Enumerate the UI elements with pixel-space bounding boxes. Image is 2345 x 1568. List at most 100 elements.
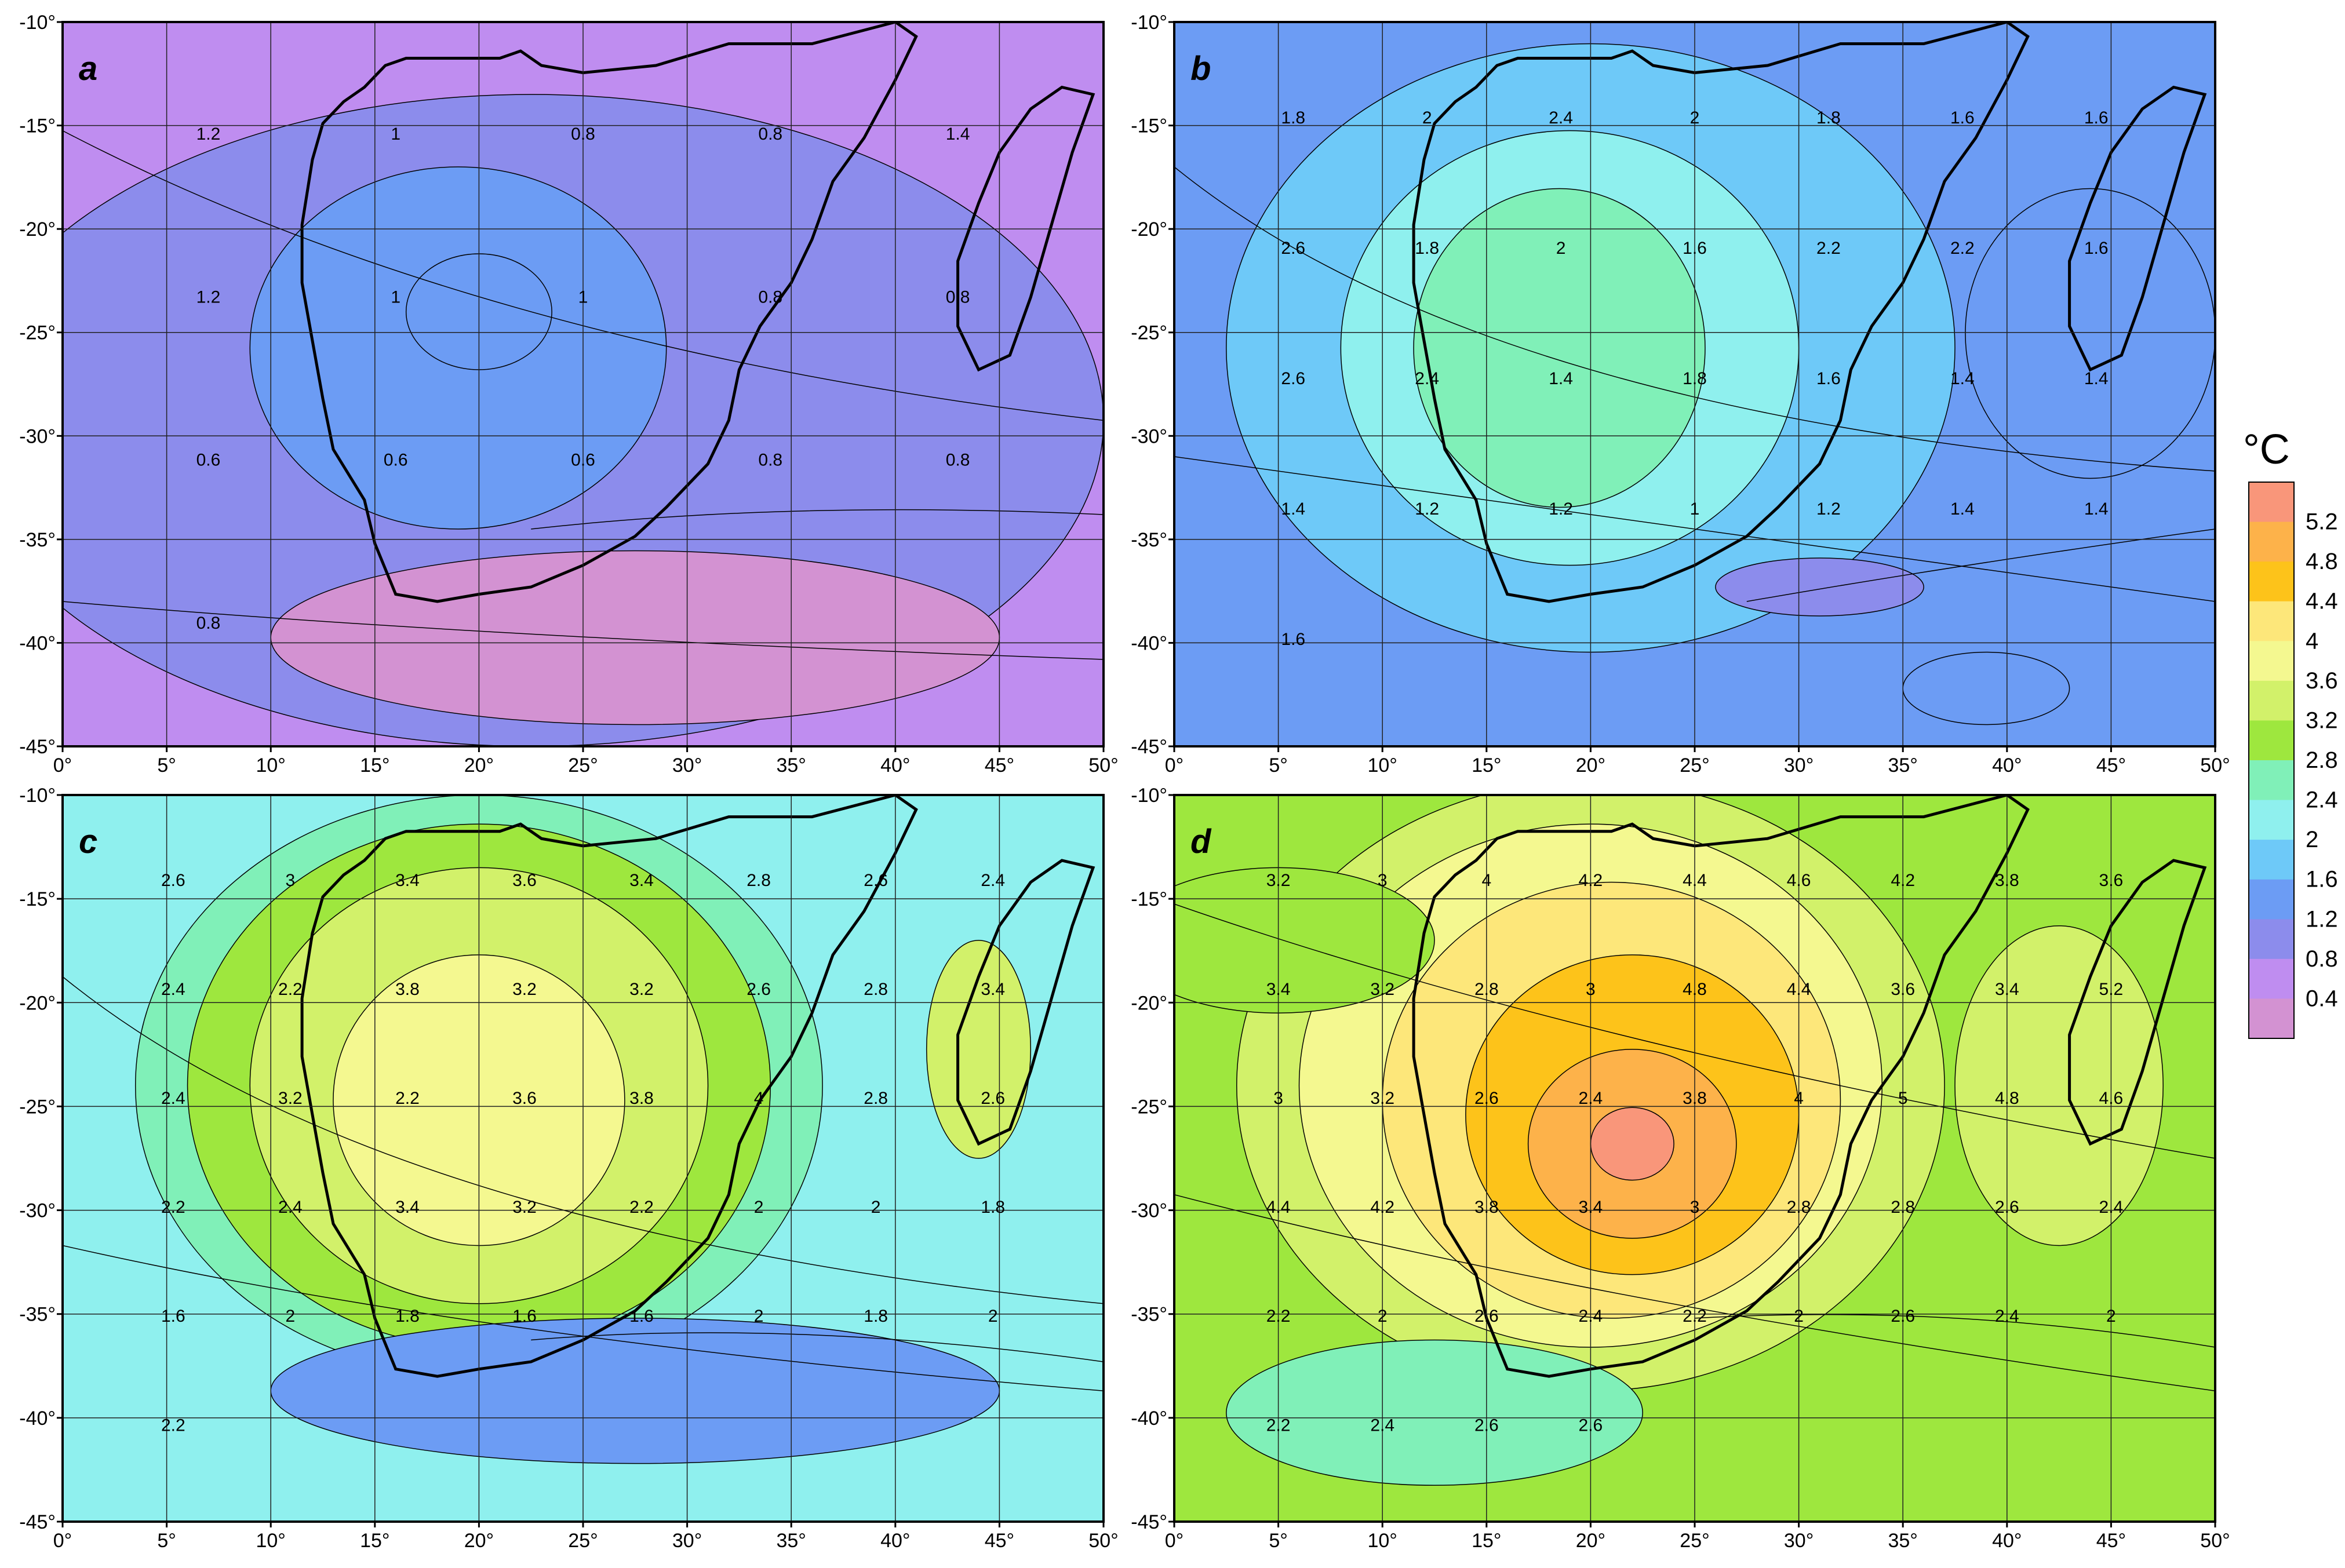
x-tick-label: 35°: [776, 754, 806, 776]
colorbar-tick-label: 4.4: [2306, 589, 2338, 614]
contour-value-label: 3.6: [1891, 980, 1915, 999]
contour-value-label: 3.4: [395, 871, 420, 890]
colorbar-tick-label: 3.6: [2306, 668, 2338, 694]
contour-value-label: 1.4: [1950, 499, 1975, 519]
contour-value-label: 3.2: [1370, 980, 1394, 999]
colorbar-tick-label: 1.6: [2306, 867, 2338, 892]
contour-value-label: 0.8: [196, 614, 221, 633]
colorbar-segment: [2249, 680, 2294, 721]
contour-value-label: 1.6: [2084, 239, 2109, 258]
contour-value-label: 1.8: [1415, 239, 1439, 258]
contour-value-label: 4.4: [1683, 871, 1707, 890]
contour-value-label: 2.2: [1950, 239, 1975, 258]
contour-value-label: 3: [1690, 1198, 1700, 1217]
contour-value-label: 0.8: [571, 125, 595, 144]
contour-value-label: 2.4: [1415, 369, 1439, 388]
contour-value-label: 1.8: [864, 1307, 888, 1326]
contour-value-label: 1.4: [2084, 499, 2109, 519]
x-tick-label: 40°: [880, 754, 910, 776]
y-tick-label: -30°: [1131, 1200, 1167, 1222]
contour-value-label: 3.8: [395, 980, 420, 999]
panel-label: d: [1190, 823, 1212, 860]
x-tick-label: 45°: [2096, 1530, 2126, 1552]
contour-value-label: 1: [578, 287, 588, 307]
contour-value-label: 3.2: [278, 1089, 303, 1108]
y-tick-label: -35°: [19, 1304, 56, 1326]
contour-value-label: 2.6: [1474, 1089, 1499, 1108]
x-tick-label: 50°: [1088, 754, 1118, 776]
x-tick-label: 25°: [1680, 754, 1709, 776]
y-tick-label: -40°: [19, 632, 56, 654]
contour-value-label: 3: [1378, 871, 1388, 890]
panel-label: c: [79, 823, 97, 860]
contour-region: [1715, 557, 1924, 617]
contour-value-label: 3.2: [512, 1198, 537, 1217]
contour-value-label: 1.4: [1281, 499, 1305, 519]
y-tick-label: -20°: [1131, 992, 1167, 1014]
contour-value-label: 1.6: [1816, 369, 1841, 388]
contour-value-label: 1.6: [1683, 239, 1707, 258]
x-tick-label: 30°: [1784, 1530, 1814, 1552]
contour-value-label: 3.2: [1266, 871, 1291, 890]
contour-value-label: 0.8: [758, 287, 782, 307]
contour-value-label: 2.4: [161, 980, 185, 999]
contour-value-label: 3.4: [395, 1198, 420, 1217]
contour-value-label: 1.2: [1816, 499, 1841, 519]
x-tick-label: 0°: [1165, 754, 1184, 776]
x-tick-label: 5°: [157, 1530, 176, 1552]
map-panel-c: 2.6 3 3.4 3.6 3.4 2.8 2.6 2.4 2.4 2.2 3.8 3.2 3.2 2.6…: [19, 785, 1118, 1552]
contour-value-label: 1.8: [981, 1198, 1005, 1217]
contour-value-label: 4.8: [1683, 980, 1707, 999]
contour-value-label: 2.4: [1370, 1416, 1394, 1435]
contour-value-label: 2.4: [278, 1198, 303, 1217]
contour-value-label: 1: [391, 287, 400, 307]
x-tick-label: 45°: [985, 754, 1014, 776]
contour-value-label: 4.6: [1787, 871, 1811, 890]
contour-value-label: 2.6: [1281, 239, 1305, 258]
contour-value-label: 3.2: [1370, 1089, 1394, 1108]
contour-value-label: 4.4: [1266, 1198, 1291, 1217]
contour-region: [1226, 1339, 1643, 1486]
x-tick-label: 20°: [464, 1530, 494, 1552]
contour-value-label: 4.4: [1787, 980, 1811, 999]
contour-value-label: 4.6: [2099, 1089, 2124, 1108]
y-tick-label: -45°: [19, 736, 56, 758]
x-tick-label: 0°: [1165, 1530, 1184, 1552]
contour-value-label: 2.2: [629, 1198, 654, 1217]
x-tick-label: 45°: [2096, 754, 2126, 776]
contour-fill: 2.6 3 3.4 3.6 3.4 2.8 2.6 2.4 2.4 2.2 3.8 3.2 3.2 2.6…: [63, 795, 1104, 1522]
y-tick-label: -25°: [19, 1096, 56, 1118]
contour-value-label: 4.8: [1995, 1089, 2019, 1108]
colorbar-tick-label: 2.4: [2306, 787, 2338, 813]
y-tick-label: -30°: [19, 1200, 56, 1222]
contour-value-label: 1.4: [946, 125, 970, 144]
contour-value-label: 3.6: [2099, 871, 2124, 890]
contour-line: [1174, 903, 2215, 1159]
contour-value-label: 1.2: [196, 287, 221, 307]
y-tick-label: -25°: [1131, 322, 1167, 344]
x-tick-label: 35°: [1888, 754, 1917, 776]
contour-region: [1902, 651, 2070, 725]
contour-value-label: 2.2: [1266, 1416, 1291, 1435]
contour-value-label: 4: [1794, 1089, 1804, 1108]
x-tick-label: 35°: [776, 1530, 806, 1552]
x-tick-label: 45°: [985, 1530, 1014, 1552]
colorbar-segment: [2249, 879, 2294, 920]
contour-value-label: 1.6: [2084, 108, 2109, 127]
x-tick-label: 40°: [880, 1530, 910, 1552]
contour-value-label: 3: [286, 871, 296, 890]
contour-value-label: 1.6: [1281, 630, 1305, 649]
y-tick-label: -35°: [1131, 529, 1167, 551]
x-tick-label: 20°: [464, 754, 494, 776]
contour-fill: 1.2 1 0.8 0.8 1.4 1.2 1 1 0.8 0.8 0.6 0.6 0.6 0.8 0.8 0…: [63, 22, 1104, 746]
contour-value-label: 2: [1556, 239, 1566, 258]
madagascar-coastline: [956, 85, 1095, 372]
contour-value-label: 1.4: [1549, 369, 1573, 388]
contour-value-label: 3: [1273, 1089, 1283, 1108]
y-tick-label: -45°: [1131, 1511, 1167, 1533]
contour-line: [531, 509, 1104, 530]
contour-value-label: 2.2: [1683, 1307, 1707, 1326]
contour-value-label: 1.8: [1683, 369, 1707, 388]
contour-value-label: 2.8: [1787, 1198, 1811, 1217]
madagascar-coastline: [2068, 85, 2207, 372]
